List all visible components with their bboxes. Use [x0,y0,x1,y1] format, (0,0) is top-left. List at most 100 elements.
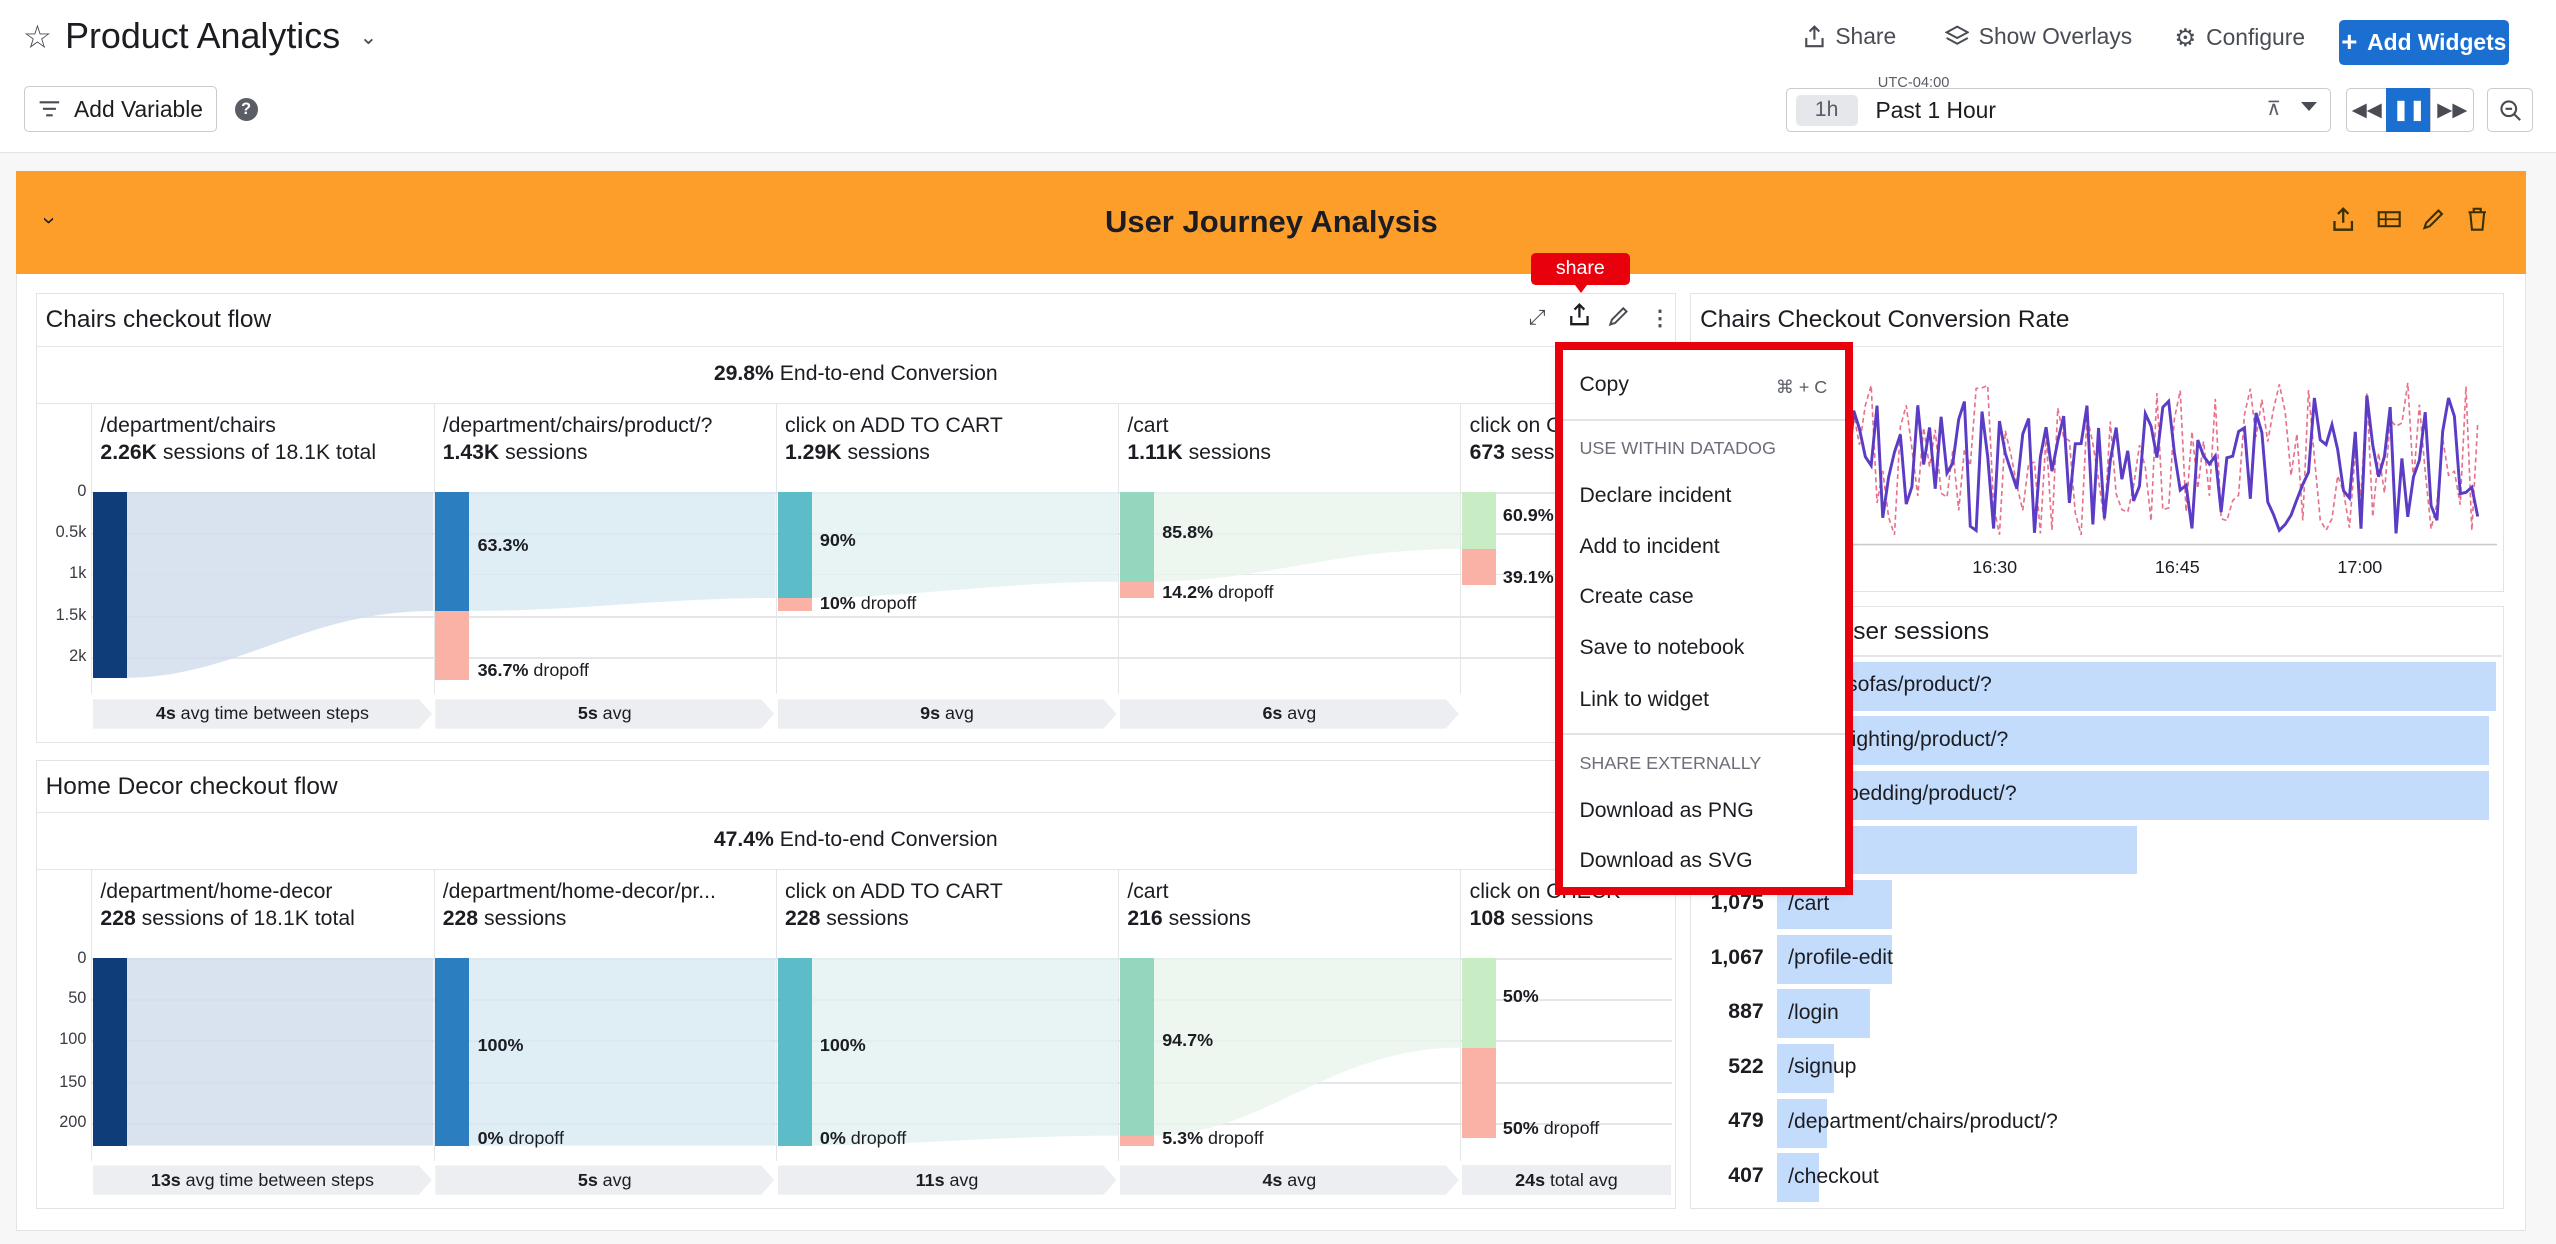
session-bar [1776,934,1893,984]
share-tooltip: share [1530,252,1630,294]
funnel-step[interactable]: click on ADD TO CART 228 sessions [775,870,1118,1161]
step-sessions: 216 sessions [1127,907,1460,931]
funnel-bar[interactable] [435,492,470,612]
funnel-bar[interactable] [1462,958,1497,1049]
x-tick: 16:45 [2154,557,2200,578]
collapse-chevron-icon[interactable]: › [36,216,63,225]
session-row[interactable]: tment/lighting/product/? [1705,716,2489,766]
dropoff-bar[interactable] [777,598,812,612]
step-sessions-suffix: sessions [1188,441,1272,465]
group-layout-icon[interactable] [2377,207,2401,238]
rewind-button[interactable]: ◀◀ [2345,88,2388,133]
session-bar [1776,770,2489,820]
step-sessions-value: 1.29K [785,441,842,465]
add-variable-button[interactable]: Add Variable [24,86,217,132]
funnel-bar[interactable] [92,492,128,679]
menu-item-download-png[interactable]: Download as PNG [1579,798,1754,822]
menu-item-add-to-incident[interactable]: Add to incident [1579,534,1720,558]
share-button[interactable]: Share [1803,23,1896,50]
divider [37,811,1674,814]
funnel-bar[interactable] [777,492,812,599]
funnel-bar[interactable] [1462,492,1497,550]
funnel-step[interactable]: click on C 673 sessi [1460,404,1558,695]
add-widgets-button[interactable]: + Add Widgets [2339,19,2509,66]
y-tick: 200 [59,1113,87,1132]
chevron-down-icon[interactable]: ⌄ [359,25,378,49]
share-icon [1804,25,1824,48]
session-row[interactable]: 479/department/chairs/product/? [1705,1098,2058,1148]
group-delete-icon[interactable] [2465,207,2489,238]
session-row[interactable]: 887/login [1705,989,1870,1039]
dropoff-bar[interactable] [1119,581,1155,599]
step-avg-time: 4s avg time between steps [93,699,432,728]
funnel-step[interactable]: /cart 216 sessions [1118,870,1460,1161]
step-sessions-suffix: sessions [847,441,930,465]
expand-icon[interactable]: ⤢ [1528,306,1546,330]
menu-item-link-to-widget[interactable]: Link to widget [1579,687,1710,711]
caret-down-icon[interactable] [2300,102,2317,111]
funnel-bar[interactable] [1119,492,1155,582]
funnel1-conversion: 29.8% End-to-end Conversion [37,362,1674,386]
session-page-label: /profile-edit [1788,946,1893,970]
funnel-bar[interactable] [1119,958,1155,1137]
zoom-out-button[interactable] [2487,88,2533,133]
session-bar [1776,1153,1820,1203]
group-edit-icon[interactable] [2421,207,2445,238]
pause-button[interactable]: ❚❚ [2386,88,2432,133]
funnel-step[interactable]: /cart 1.11K sessions [1118,404,1460,695]
funnel-step[interactable]: /department/chairs/product/? 1.43K sessi… [433,404,776,695]
step-percent: 100% [477,1035,524,1056]
menu-item-declare-incident[interactable]: Declare incident [1579,484,1732,508]
time-range-selector[interactable]: 1h Past 1 Hour ⊼ [1786,88,2331,133]
dashboard-title[interactable]: ☆ Product Analytics ⌄ [23,16,378,57]
conversion-line-chart[interactable] [1841,375,2498,554]
time-pill: 1h [1795,94,1858,126]
help-icon[interactable]: ? [234,97,258,121]
step-name: click on ADD TO CART [785,880,1003,904]
more-options-icon[interactable]: ⋮ [1649,306,1671,330]
show-overlays-label: Show Overlays [1978,22,2133,49]
session-row[interactable]: 522/signup [1705,1044,1856,1093]
divider [37,868,1674,871]
show-overlays-button[interactable]: Show Overlays [1944,22,2133,50]
step-sessions-value: 228 [785,907,821,931]
forward-button[interactable]: ▶▶ [2430,88,2475,133]
widget-edit-icon[interactable] [1607,305,1630,334]
menu-item-save-to-notebook[interactable]: Save to notebook [1579,635,1745,659]
funnel2-conversion-value: 47.4% [713,828,774,852]
funnel-step[interactable]: /department/chairs 2.26K sessions of 18.… [91,404,433,695]
funnel-bar[interactable] [435,958,470,1146]
session-bar [1776,989,1870,1039]
dropoff-value: 0% [477,1127,504,1148]
step-sessions: 228 sessions [443,907,776,931]
dropoff-value: 10% [819,593,856,614]
funnel-step[interactable]: /department/home-decor 228 sessions of 1… [91,870,433,1161]
step-name: /department/home-decor [100,880,333,904]
dropoff-bar[interactable] [1462,1048,1497,1138]
step-avg-time: 4s avg [1120,1165,1459,1194]
step-sessions: 228 sessions [785,907,1118,931]
session-row[interactable]: 1,067/profile-edit [1705,934,1893,984]
funnel-bar[interactable] [92,958,128,1146]
configure-button[interactable]: ⚙ Configure [2174,23,2305,53]
menu-item-copy[interactable]: Copy [1579,373,1629,397]
session-row[interactable]: tment/bedding/product/? [1705,770,2489,820]
menu-item-download-svg[interactable]: Download as SVG [1579,849,1753,873]
y-tick: 0.5k [55,523,87,542]
session-row[interactable]: 407/checkout [1705,1153,1879,1203]
session-page-label: tment/bedding/product/? [1788,782,2017,806]
group-share-icon[interactable] [2331,207,2355,238]
step-sessions-suffix: sessions [826,907,909,931]
dropoff-bar[interactable] [1119,1136,1155,1146]
menu-separator [1561,418,1846,421]
step-sessions: 2.26K sessions of 18.1K total [100,441,433,465]
funnel-bar[interactable] [777,958,812,1146]
menu-item-create-case[interactable]: Create case [1579,585,1694,609]
funnel-step[interactable]: /department/home-decor/pr... 228 session… [433,870,776,1161]
widget-share-icon[interactable] [1568,303,1591,332]
dropoff-bar[interactable] [1462,549,1497,586]
pin-icon[interactable]: ⊼ [2266,98,2281,121]
star-icon[interactable]: ☆ [22,17,53,55]
dropoff-bar[interactable] [435,611,470,680]
funnel-step[interactable]: click on ADD TO CART 1.29K sessions [775,404,1118,695]
